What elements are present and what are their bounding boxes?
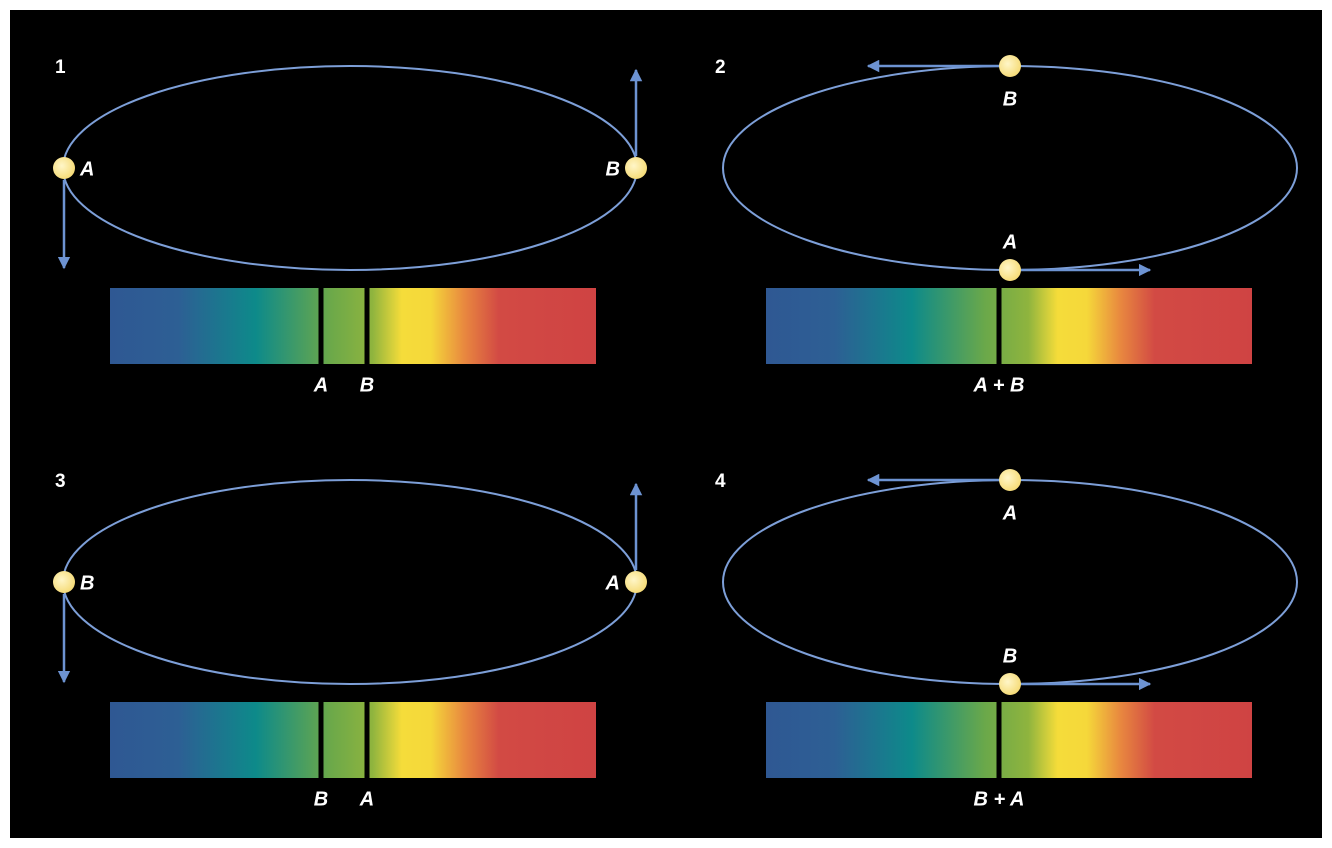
star	[999, 259, 1021, 281]
line-label: A	[313, 374, 328, 396]
spectrum	[110, 288, 596, 364]
panel: 4 A B B + A	[715, 469, 1298, 810]
star	[999, 55, 1021, 77]
star-label: B	[80, 572, 94, 594]
line-label: B + A	[974, 788, 1025, 810]
star	[625, 571, 647, 593]
star	[999, 469, 1021, 491]
star-label: B	[1003, 645, 1017, 667]
spectrum	[766, 288, 1252, 364]
line-label: A + B	[973, 374, 1025, 396]
spectrum	[766, 702, 1252, 778]
star-label: A	[1002, 502, 1017, 524]
star	[53, 571, 75, 593]
star	[625, 157, 647, 179]
panel-number: 1	[55, 57, 66, 78]
line-label: B	[314, 788, 328, 810]
star-label: B	[606, 158, 620, 180]
panel: 1 A B A B	[53, 57, 647, 396]
spectrum	[110, 702, 596, 778]
background	[10, 10, 1322, 838]
line-label: A	[359, 788, 374, 810]
star-label: A	[1002, 231, 1017, 253]
line-label: B	[360, 374, 374, 396]
star	[999, 673, 1021, 695]
panel: 3 B A B A	[53, 471, 647, 810]
star	[53, 157, 75, 179]
star-label: A	[79, 158, 94, 180]
star-label: A	[605, 572, 620, 594]
panel-number: 4	[715, 471, 726, 492]
panel-number: 2	[715, 57, 726, 78]
star-label: B	[1003, 88, 1017, 110]
panel: 2 B A A + B	[715, 55, 1298, 396]
panel-number: 3	[55, 471, 66, 492]
